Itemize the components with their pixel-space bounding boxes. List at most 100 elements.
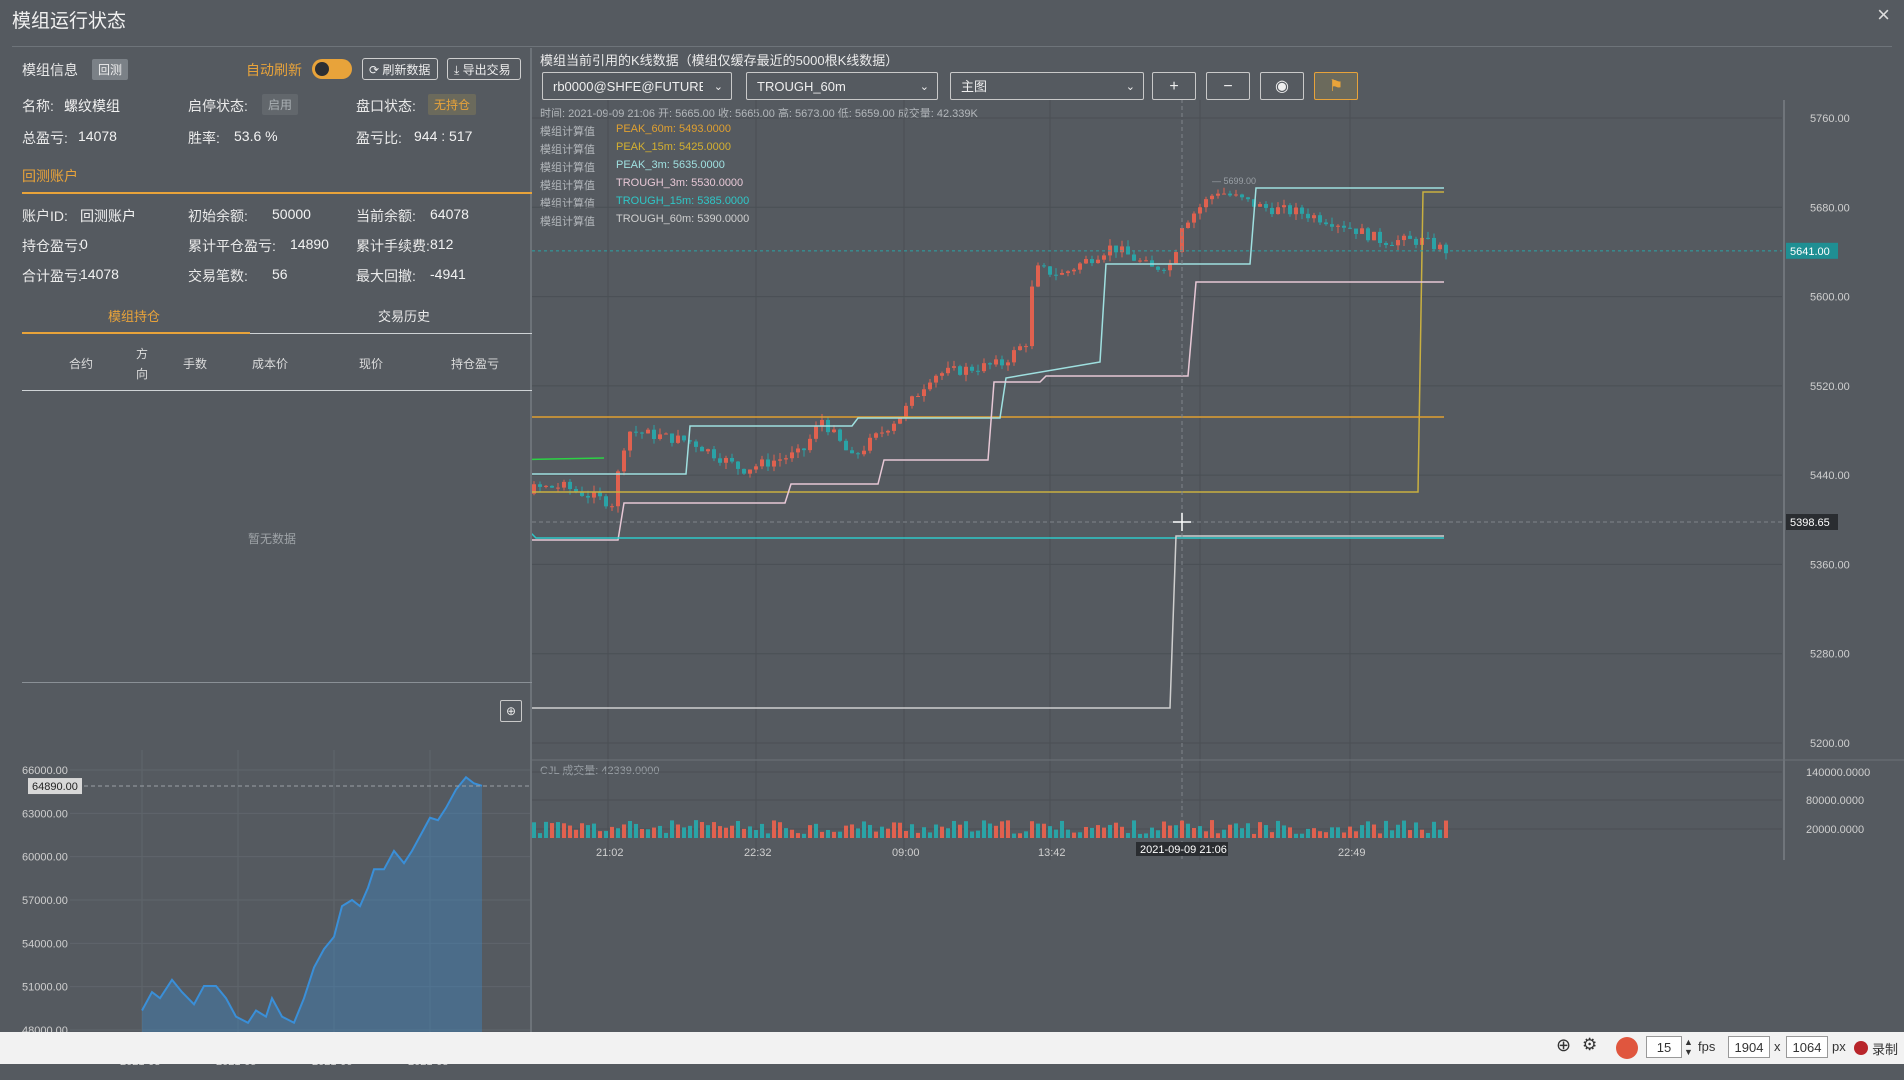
volume-bar: [982, 820, 986, 838]
export-trades-button[interactable]: ⤓ 导出交易: [447, 58, 521, 80]
volume-bar: [1102, 827, 1106, 838]
volume-bar: [1318, 831, 1322, 838]
auto-refresh-toggle[interactable]: [312, 59, 352, 79]
volume-bar: [1186, 823, 1190, 838]
candle-body: [1018, 346, 1022, 351]
candle-body: [964, 366, 968, 375]
candle-body: [1048, 266, 1052, 275]
volume-bar: [1078, 832, 1082, 838]
volume-bar: [628, 820, 632, 838]
price-tick-label: 5600.00: [1810, 292, 1850, 304]
table-header-line: [22, 390, 532, 391]
candle-body: [640, 432, 644, 434]
refresh-data-button[interactable]: ⟳ 刷新数据: [362, 58, 438, 80]
zoom-in-button[interactable]: +: [1152, 72, 1196, 100]
volume-bar: [1018, 833, 1022, 838]
candle-body: [652, 429, 656, 439]
marker-button[interactable]: ⚑: [1314, 72, 1358, 100]
close-icon[interactable]: ×: [1877, 2, 1890, 27]
crosshair-icon[interactable]: ⊕: [1556, 1035, 1572, 1055]
height-input[interactable]: 1064: [1786, 1036, 1828, 1058]
candle-body: [772, 460, 776, 467]
fps-stepper-icon[interactable]: ▲ ▼: [1684, 1037, 1693, 1057]
candle-body: [1198, 207, 1202, 214]
candle-body: [844, 440, 848, 451]
zoom-icon[interactable]: ⊕: [500, 700, 522, 722]
volume-bar: [898, 822, 902, 838]
legend-prefix: 模组计算值: [540, 216, 595, 228]
volume-bar: [652, 827, 656, 838]
empty-state: 暂无数据: [248, 532, 297, 546]
tab-positions[interactable]: 模组持仓: [108, 309, 161, 324]
chart-mode-select[interactable]: 主图 ⌄: [950, 72, 1144, 100]
candle-body: [1162, 269, 1166, 271]
volume-bar: [1426, 833, 1430, 838]
minus-icon: −: [1223, 78, 1233, 95]
candle-body: [1282, 205, 1286, 208]
candle-body: [952, 366, 956, 368]
refresh-icon: ⟳: [369, 63, 383, 77]
volume-bar: [1072, 832, 1076, 838]
settings-button[interactable]: ◉: [1260, 72, 1304, 100]
volume-bar: [952, 820, 956, 838]
volume-bar: [754, 829, 758, 838]
col-contract: 合约: [68, 357, 93, 371]
col-direction: 方 向: [135, 347, 148, 381]
candle-body: [550, 485, 554, 488]
candle-body: [592, 491, 596, 498]
candle-body: [1324, 222, 1328, 225]
candle-body: [532, 484, 536, 494]
left-panel: 模组信息 回测 自动刷新 ⟳ 刷新数据 ⤓ 导出交易 名称: 螺纹模组 启停状态…: [10, 50, 532, 1068]
chevron-down-icon: ⌄: [713, 81, 723, 93]
candle-body: [988, 363, 992, 365]
legend-prefix: 模组计算值: [540, 162, 595, 174]
name-label: 名称:: [22, 98, 54, 114]
width-input[interactable]: 1904: [1728, 1036, 1770, 1058]
candle-body: [1210, 195, 1214, 200]
section-title-info: 模组信息: [22, 62, 78, 78]
candle-body: [1204, 199, 1208, 208]
plratio-value: 944 : 517: [414, 128, 473, 144]
zoom-out-button[interactable]: −: [1206, 72, 1250, 100]
window-title: 模组运行状态: [12, 11, 127, 32]
candle-body: [622, 450, 626, 472]
candle-body: [700, 446, 704, 452]
candle-body: [940, 373, 944, 376]
candle-body: [856, 453, 860, 455]
candle-body: [1354, 228, 1358, 234]
candle-body: [784, 458, 788, 460]
candle-body: [886, 430, 890, 433]
candle-body: [670, 433, 674, 443]
indicator-select[interactable]: TROUGH_60m ⌄: [746, 72, 938, 100]
candle-body: [1132, 254, 1136, 261]
toggle-knob: [315, 62, 329, 76]
time-tick-label: 13:42: [1038, 847, 1066, 859]
kline-chart[interactable]: 5760.00 5680.00 5600.00 5520.00 5440.00 5360.…: [532, 100, 1904, 1030]
tab-history[interactable]: 交易历史: [378, 309, 431, 324]
symbol-select[interactable]: rb0000@SHFE@FUTURES ⌄: [542, 72, 732, 100]
candle-body: [1408, 235, 1412, 239]
record-icon[interactable]: [1854, 1041, 1868, 1055]
volume-bar: [778, 822, 782, 838]
volume-bar: [688, 825, 692, 838]
candle-body: [634, 431, 638, 433]
volume-bar: [562, 823, 566, 838]
candle-body: [1384, 242, 1388, 246]
settings-gear-icon[interactable]: ⚙: [1582, 1035, 1598, 1054]
peak-15m-line: [532, 191, 1444, 493]
col-cost: 成本价: [251, 357, 288, 371]
flag-icon: ⚑: [1328, 78, 1344, 95]
volume-bar: [1408, 830, 1412, 838]
volume-bar: [1108, 824, 1112, 838]
candle-body: [1000, 359, 1004, 366]
candle-body: [676, 435, 680, 443]
cursor-time-label: 2021-09-09 21:06: [1140, 844, 1227, 856]
signal-line: [532, 457, 605, 461]
price-tick-label: 5520.00: [1810, 381, 1850, 393]
kline-panel: 模组当前引用的K线数据（模组仅缓存最近的5000根K线数据） rb0000@SH…: [532, 50, 1904, 1030]
record-label[interactable]: 录制: [1872, 1042, 1899, 1057]
volume-bar: [994, 825, 998, 838]
tab-active-indicator: [22, 332, 250, 334]
volume-bar: [940, 826, 944, 838]
fps-input[interactable]: 15: [1646, 1036, 1682, 1058]
